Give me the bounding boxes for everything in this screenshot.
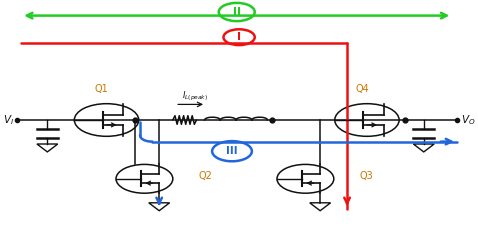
Text: Q4: Q4	[355, 84, 369, 94]
Text: Q1: Q1	[95, 84, 109, 94]
Text: $V_O$: $V_O$	[461, 113, 475, 127]
Text: III: III	[226, 146, 238, 156]
Text: II: II	[233, 7, 241, 17]
Text: Q2: Q2	[199, 171, 213, 181]
Text: Q3: Q3	[360, 171, 374, 181]
Text: $I_{L(peak)}$: $I_{L(peak)}$	[182, 90, 208, 103]
Text: $V_I$: $V_I$	[3, 113, 14, 127]
Text: I: I	[237, 32, 241, 42]
